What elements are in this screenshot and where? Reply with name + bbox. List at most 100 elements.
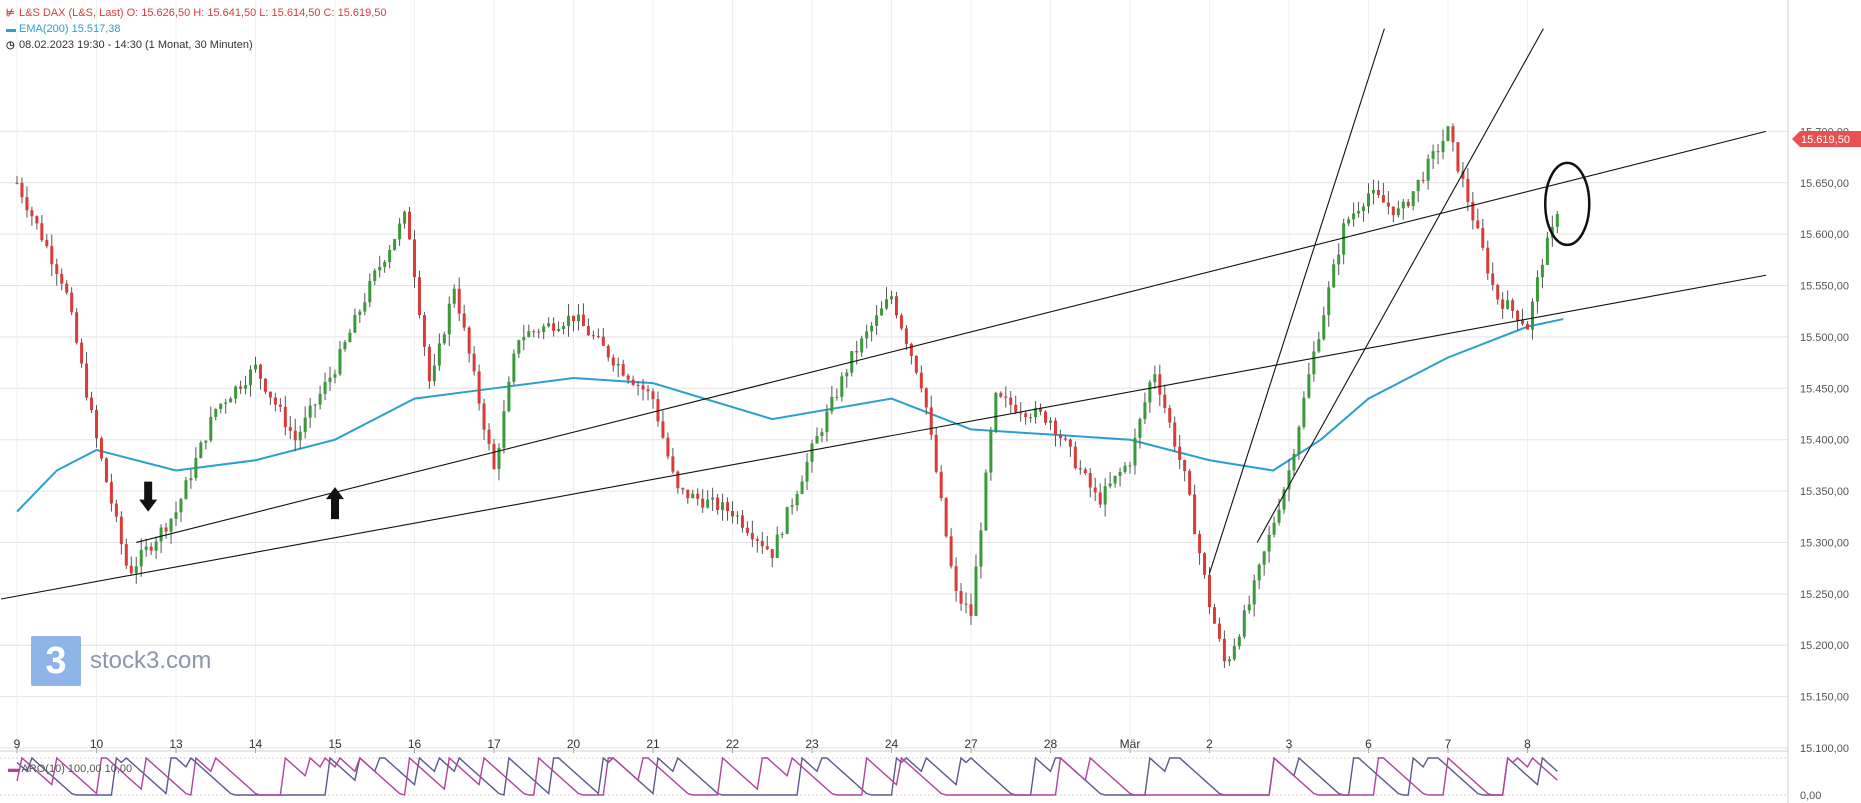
candle: [432, 353, 436, 386]
candle-body: [800, 481, 804, 494]
candle-body: [293, 430, 297, 441]
candle: [547, 317, 551, 328]
x-tick-label: 27: [964, 737, 978, 751]
candle: [974, 554, 978, 616]
candle: [1138, 417, 1142, 449]
candle-body: [1113, 475, 1117, 484]
candle: [994, 391, 998, 434]
candle: [676, 470, 680, 494]
candle-body: [244, 385, 248, 389]
candle-body: [95, 410, 98, 439]
candle-body: [576, 314, 580, 322]
candle: [527, 324, 531, 338]
candle: [1406, 199, 1410, 208]
candle: [562, 322, 566, 335]
candle: [348, 328, 352, 343]
candle-body: [1212, 607, 1216, 624]
candle: [696, 488, 700, 506]
candle-body: [144, 546, 148, 550]
candle-body: [706, 499, 710, 508]
candle: [894, 291, 898, 319]
candle-body: [1476, 220, 1480, 229]
candle: [880, 301, 884, 316]
y-tick-label: 15.100,00: [1800, 743, 1849, 755]
candle-body: [636, 384, 640, 386]
candle: [55, 258, 59, 286]
candle-body: [373, 270, 377, 281]
candle-body: [989, 430, 993, 473]
candle-body: [631, 379, 635, 385]
candle: [144, 538, 148, 557]
candle-body: [1386, 202, 1390, 207]
candle-body: [1362, 206, 1366, 212]
candle: [969, 593, 973, 625]
candle-body: [909, 343, 913, 356]
candle: [1451, 123, 1455, 152]
candle-body: [1411, 191, 1415, 207]
candle: [919, 365, 923, 393]
candle-body: [1272, 522, 1276, 535]
down-arrow-icon: [139, 481, 158, 512]
candle-body: [338, 349, 342, 375]
candle-body: [860, 338, 864, 353]
candle-body: [1158, 374, 1162, 395]
x-tick-label: 16: [408, 737, 422, 751]
annotations: [139, 161, 1591, 520]
candle-body: [348, 332, 352, 343]
candle-body: [1302, 397, 1306, 428]
candle: [184, 476, 188, 500]
candle: [1163, 384, 1167, 414]
candle: [413, 230, 416, 288]
candle: [909, 342, 913, 365]
candle-body: [770, 549, 774, 559]
candle-body: [239, 386, 243, 389]
y-tick-label: 15.550,00: [1800, 281, 1849, 293]
candle-body: [50, 246, 54, 265]
candle: [85, 352, 89, 401]
candle: [1436, 143, 1440, 165]
candle-body: [303, 417, 307, 432]
candle: [770, 548, 774, 568]
candle: [204, 440, 208, 450]
candle: [716, 493, 720, 515]
candle: [641, 379, 645, 401]
last-price-tag: 15.619,50: [1792, 131, 1861, 147]
candle-body: [119, 516, 123, 545]
candle: [427, 344, 431, 389]
candle: [1222, 630, 1226, 669]
candle-body: [1501, 299, 1505, 309]
header-line-time: ◷ 08.02.2023 19:30 - 14:30 (1 Monat, 30 M…: [6, 38, 253, 53]
candle: [194, 447, 198, 481]
candle: [422, 312, 426, 356]
candle: [457, 277, 461, 322]
candle: [393, 238, 397, 251]
candle: [383, 259, 387, 273]
candle-body: [268, 391, 272, 398]
candle: [1068, 438, 1072, 457]
candle: [904, 325, 908, 350]
candle: [899, 313, 903, 331]
candle-body: [104, 458, 108, 483]
candle-body: [979, 530, 983, 567]
y-tick-label: 15.150,00: [1800, 692, 1849, 704]
candle: [944, 497, 948, 538]
candle: [1088, 467, 1092, 498]
candle: [1267, 525, 1271, 563]
candle: [154, 536, 158, 560]
candle: [219, 403, 223, 414]
candle-body: [1371, 189, 1375, 194]
candle-body: [1352, 213, 1356, 220]
candle: [368, 273, 372, 308]
candle-body: [899, 315, 903, 329]
x-tick-label: 14: [249, 737, 263, 751]
candle: [651, 388, 655, 409]
candle-body: [1073, 446, 1077, 469]
candle-body: [1287, 470, 1291, 490]
candle-body: [1277, 509, 1281, 523]
candle-body: [219, 403, 223, 409]
candle: [1376, 180, 1380, 198]
candle: [258, 363, 262, 390]
candle-body: [894, 296, 898, 316]
candle-body: [696, 493, 700, 499]
